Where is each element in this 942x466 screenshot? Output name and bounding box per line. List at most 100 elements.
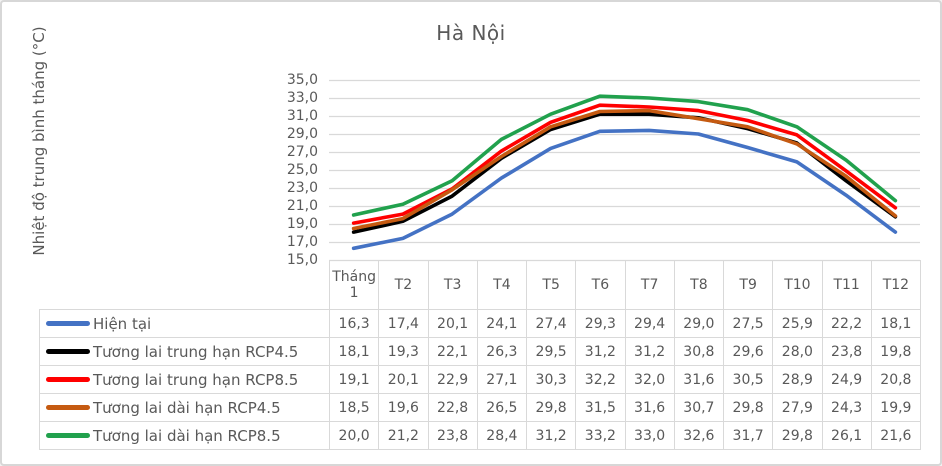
- month-header-cell: T3: [427, 260, 478, 310]
- month-header-cell: T2: [378, 260, 429, 310]
- value-cell: 20,0: [328, 421, 380, 450]
- value-cell: 31,7: [722, 421, 774, 450]
- value-cell: 24,3: [821, 393, 872, 422]
- value-cell: 31,2: [624, 337, 675, 366]
- month-header-cell: T12: [870, 260, 922, 310]
- month-header-cell: Tháng 1: [328, 260, 380, 310]
- series-name: Tương lai dài hạn RCP8.5: [93, 426, 281, 445]
- value-cell: 19,8: [870, 337, 922, 366]
- value-cell: 32,0: [624, 365, 675, 394]
- table-row: Tương lai trung hạn RCP8.5 19,1 20,1 22,9 27…: [39, 365, 922, 394]
- series-line-1: [351, 128, 898, 251]
- y-axis-tick-label: 21,0: [286, 198, 318, 214]
- table-row: Tương lai dài hạn RCP8.5 20,0 21,2 23,8 28,4…: [39, 421, 922, 450]
- line-plot: [329, 79, 920, 262]
- value-cell: 27,4: [525, 309, 577, 338]
- legend-key-line: [46, 376, 90, 382]
- value-cell: 30,5: [722, 365, 774, 394]
- legend-key-line: [46, 348, 90, 354]
- value-cell: 22,8: [427, 393, 478, 422]
- series-line-4: [351, 108, 898, 231]
- value-cell: 18,1: [870, 309, 922, 338]
- value-cell: 20,1: [378, 365, 429, 394]
- value-cell: 32,6: [673, 421, 725, 450]
- value-cell: 33,0: [624, 421, 675, 450]
- y-axis-tick-label: 29,0: [286, 126, 318, 142]
- series-name: Tương lai trung hạn RCP8.5: [93, 370, 299, 389]
- value-cell: 19,1: [328, 365, 380, 394]
- legend-cell: Tương lai trung hạn RCP8.5: [39, 365, 330, 394]
- value-cell: 16,3: [328, 309, 380, 338]
- legend-key-line: [46, 320, 90, 326]
- value-cell: 18,5: [328, 393, 380, 422]
- value-cell: 29,8: [525, 393, 577, 422]
- value-cell: 28,9: [772, 365, 823, 394]
- value-cell: 24,1: [476, 309, 528, 338]
- legend-key-line: [46, 432, 90, 438]
- value-cell: 22,9: [427, 365, 478, 394]
- month-header-cell: T10: [772, 260, 823, 310]
- value-cell: 26,1: [821, 421, 872, 450]
- table-corner-blank: [40, 261, 330, 310]
- value-cell: 19,6: [378, 393, 429, 422]
- month-header-cell: T9: [722, 260, 774, 310]
- value-cell: 29,8: [722, 393, 774, 422]
- value-cell: 19,9: [870, 393, 922, 422]
- value-cell: 24,9: [821, 365, 872, 394]
- value-cell: 29,5: [525, 337, 577, 366]
- value-cell: 25,9: [772, 309, 823, 338]
- series-name: Tương lai dài hạn RCP4.5: [93, 398, 281, 417]
- y-axis-tick-label: 25,0: [286, 162, 318, 178]
- series-line-5: [351, 94, 898, 217]
- y-axis-tick-label: 27,0: [286, 144, 318, 160]
- value-cell: 27,5: [722, 309, 774, 338]
- month-header-cell: T7: [624, 260, 675, 310]
- value-cell: 22,2: [821, 309, 872, 338]
- month-header-cell: T5: [525, 260, 577, 310]
- value-cell: 31,6: [624, 393, 675, 422]
- value-cell: 20,1: [427, 309, 478, 338]
- table-row: Tương lai trung hạn RCP4.5 18,1 19,3 22,1 26…: [39, 337, 922, 366]
- y-axis-tick-label: 33,0: [286, 90, 318, 106]
- legend-cell: Tương lai dài hạn RCP8.5: [39, 421, 330, 450]
- value-cell: 20,8: [870, 365, 922, 394]
- y-axis-tick-label: 35,0: [286, 72, 318, 88]
- value-cell: 21,2: [378, 421, 429, 450]
- value-cell: 33,2: [575, 421, 626, 450]
- y-axis-tick-label: 17,0: [286, 234, 318, 250]
- legend-key-line: [46, 404, 90, 410]
- value-cell: 30,3: [525, 365, 577, 394]
- value-cell: 31,2: [525, 421, 577, 450]
- table-row: Hiện tại 16,3 17,4 20,1 24,1 27,4 29,3 29,4 29,0…: [39, 309, 922, 338]
- value-cell: 27,1: [476, 365, 528, 394]
- legend-cell: Tương lai dài hạn RCP4.5: [39, 393, 330, 422]
- value-cell: 23,8: [427, 421, 478, 450]
- data-table: Tháng 1 T2 T3 T4 T5 T6 T7 T8 T9 T10 T11 T12 Hiện tại…: [39, 260, 922, 450]
- value-cell: 32,2: [575, 365, 626, 394]
- y-axis-tick-label: 23,0: [286, 180, 318, 196]
- table-row: Tương lai dài hạn RCP4.5 18,5 19,6 22,8 26,5…: [39, 393, 922, 422]
- value-cell: 31,6: [673, 365, 725, 394]
- y-axis-tick-label: 15,0: [286, 252, 318, 268]
- month-header-cell: T11: [821, 260, 872, 310]
- value-cell: 29,4: [624, 309, 675, 338]
- value-cell: 31,2: [575, 337, 626, 366]
- value-cell: 19,3: [378, 337, 429, 366]
- chart-title: Hà Nội: [436, 21, 506, 45]
- value-cell: 29,8: [772, 421, 823, 450]
- series-name: Hiện tại: [93, 314, 152, 333]
- y-axis-tick-label: 31,0: [286, 108, 318, 124]
- legend-cell: Tương lai trung hạn RCP4.5: [39, 337, 330, 366]
- value-cell: 26,3: [476, 337, 528, 366]
- series-name: Tương lai trung hạn RCP4.5: [93, 342, 299, 361]
- value-cell: 29,0: [673, 309, 725, 338]
- month-header-cell: T8: [673, 260, 725, 310]
- y-axis-title: Nhiệt độ trung bình tháng (°C): [30, 26, 48, 256]
- value-cell: 31,5: [575, 393, 626, 422]
- value-cell: 29,3: [575, 309, 626, 338]
- value-cell: 29,6: [722, 337, 774, 366]
- legend-cell: Hiện tại: [39, 309, 330, 338]
- y-axis-tick-label: 19,0: [286, 216, 318, 232]
- value-cell: 23,8: [821, 337, 872, 366]
